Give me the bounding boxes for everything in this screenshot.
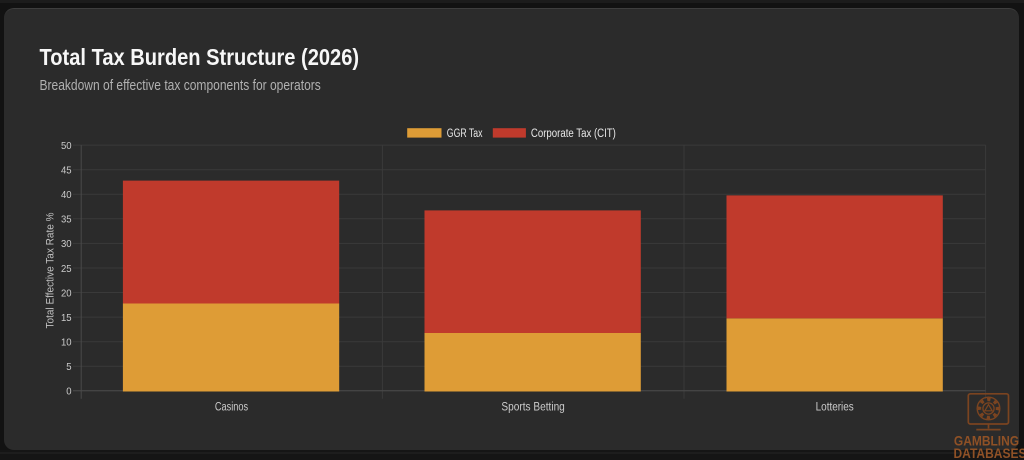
svg-text:10: 10 bbox=[61, 337, 72, 349]
svg-text:20: 20 bbox=[61, 287, 72, 299]
svg-text:Lotteries: Lotteries bbox=[816, 402, 854, 414]
svg-text:Corporate Tax (CIT): Corporate Tax (CIT) bbox=[531, 128, 616, 140]
svg-text:Total Tax Burden Structure (20: Total Tax Burden Structure (2026) bbox=[40, 44, 360, 70]
svg-text:30: 30 bbox=[61, 238, 72, 250]
svg-text:40: 40 bbox=[61, 189, 72, 201]
svg-text:DATABASES: DATABASES bbox=[954, 445, 1024, 460]
svg-text:Breakdown of effective tax com: Breakdown of effective tax components fo… bbox=[40, 77, 321, 94]
svg-text:50: 50 bbox=[61, 140, 72, 152]
svg-text:45: 45 bbox=[61, 165, 72, 177]
svg-text:25: 25 bbox=[61, 263, 72, 275]
svg-text:5: 5 bbox=[66, 361, 71, 373]
svg-text:Casinos: Casinos bbox=[215, 402, 248, 414]
svg-text:35: 35 bbox=[61, 214, 72, 226]
svg-text:Sports Betting: Sports Betting bbox=[501, 402, 564, 414]
svg-text:GAMBLING: GAMBLING bbox=[954, 433, 1019, 449]
svg-text:Total Effective Tax Rate %: Total Effective Tax Rate % bbox=[45, 212, 57, 328]
svg-text:0: 0 bbox=[66, 386, 71, 398]
svg-text:15: 15 bbox=[61, 312, 72, 324]
svg-text:GGR Tax: GGR Tax bbox=[447, 128, 483, 140]
